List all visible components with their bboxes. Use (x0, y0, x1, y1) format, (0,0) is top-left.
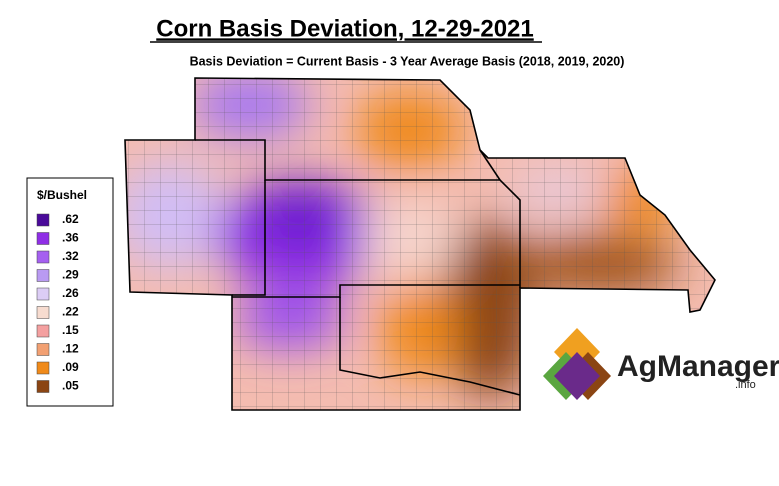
legend-swatch (36, 306, 50, 319)
legend-swatch (36, 269, 50, 282)
legend-swatch (36, 343, 50, 356)
legend-label: .62 (62, 212, 79, 226)
legend-label: .26 (62, 286, 79, 300)
legend-label: .36 (62, 231, 79, 245)
legend-swatch (36, 361, 50, 375)
legend-swatch (36, 380, 50, 393)
logo-name: AgManager (617, 350, 779, 383)
legend-swatch (36, 250, 50, 264)
state-borders (124, 77, 716, 411)
legend-label: .09 (62, 360, 79, 374)
logo: AgManager .info (543, 328, 779, 400)
legend-title: $/Bushel (37, 188, 87, 202)
logo-suffix: .info (735, 379, 756, 391)
legend-swatch (36, 232, 50, 245)
legend-label: .32 (62, 249, 79, 263)
legend-label: .12 (62, 342, 79, 356)
legend-label: .05 (62, 379, 79, 393)
legend-swatch (36, 324, 50, 338)
legend: $/Bushel .62 .36 .32 .29 .26 .22 .15 .12 .09 .05 (26, 177, 114, 407)
legend-label: .29 (62, 268, 79, 282)
legend-swatch (36, 287, 50, 301)
title: Corn Basis Deviation, 12-29-2021 (156, 15, 534, 42)
legend-label: .15 (62, 323, 79, 337)
subtitle: Basis Deviation = Current Basis - 3 Year… (190, 54, 625, 68)
legend-label: .22 (62, 305, 79, 319)
legend-swatch (36, 213, 50, 227)
